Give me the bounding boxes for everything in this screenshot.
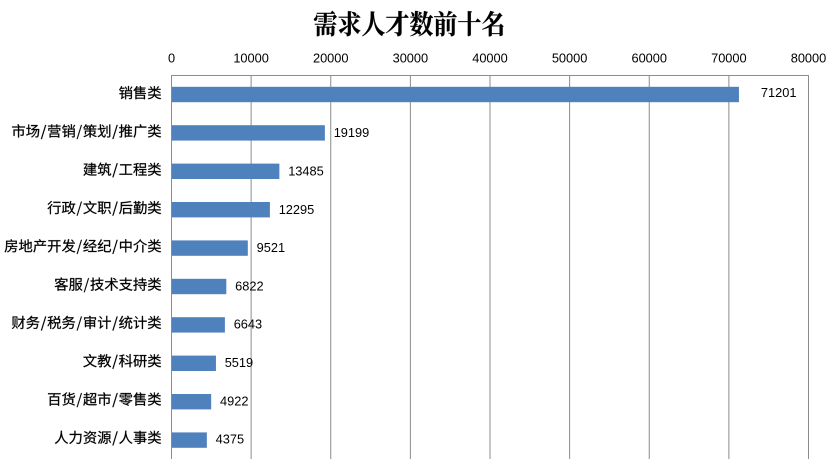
svg-text:4922: 4922 [220, 393, 248, 408]
svg-text:50000: 50000 [552, 51, 588, 66]
svg-text:20000: 20000 [313, 51, 349, 66]
svg-text:0: 0 [168, 51, 175, 66]
svg-text:80000: 80000 [791, 51, 827, 66]
svg-text:60000: 60000 [631, 51, 667, 66]
svg-text:70000: 70000 [711, 51, 747, 66]
svg-text:40000: 40000 [472, 51, 508, 66]
svg-text:30000: 30000 [393, 51, 429, 66]
svg-text:12295: 12295 [279, 202, 315, 217]
svg-text:6643: 6643 [234, 317, 262, 332]
svg-text:5519: 5519 [225, 355, 253, 370]
svg-text:10000: 10000 [233, 51, 269, 66]
svg-text:6822: 6822 [235, 278, 263, 293]
svg-text:71201: 71201 [761, 85, 797, 100]
svg-text:19199: 19199 [334, 125, 370, 140]
svg-text:13485: 13485 [288, 164, 324, 179]
svg-text:4375: 4375 [216, 432, 244, 447]
svg-text:9521: 9521 [257, 240, 285, 255]
